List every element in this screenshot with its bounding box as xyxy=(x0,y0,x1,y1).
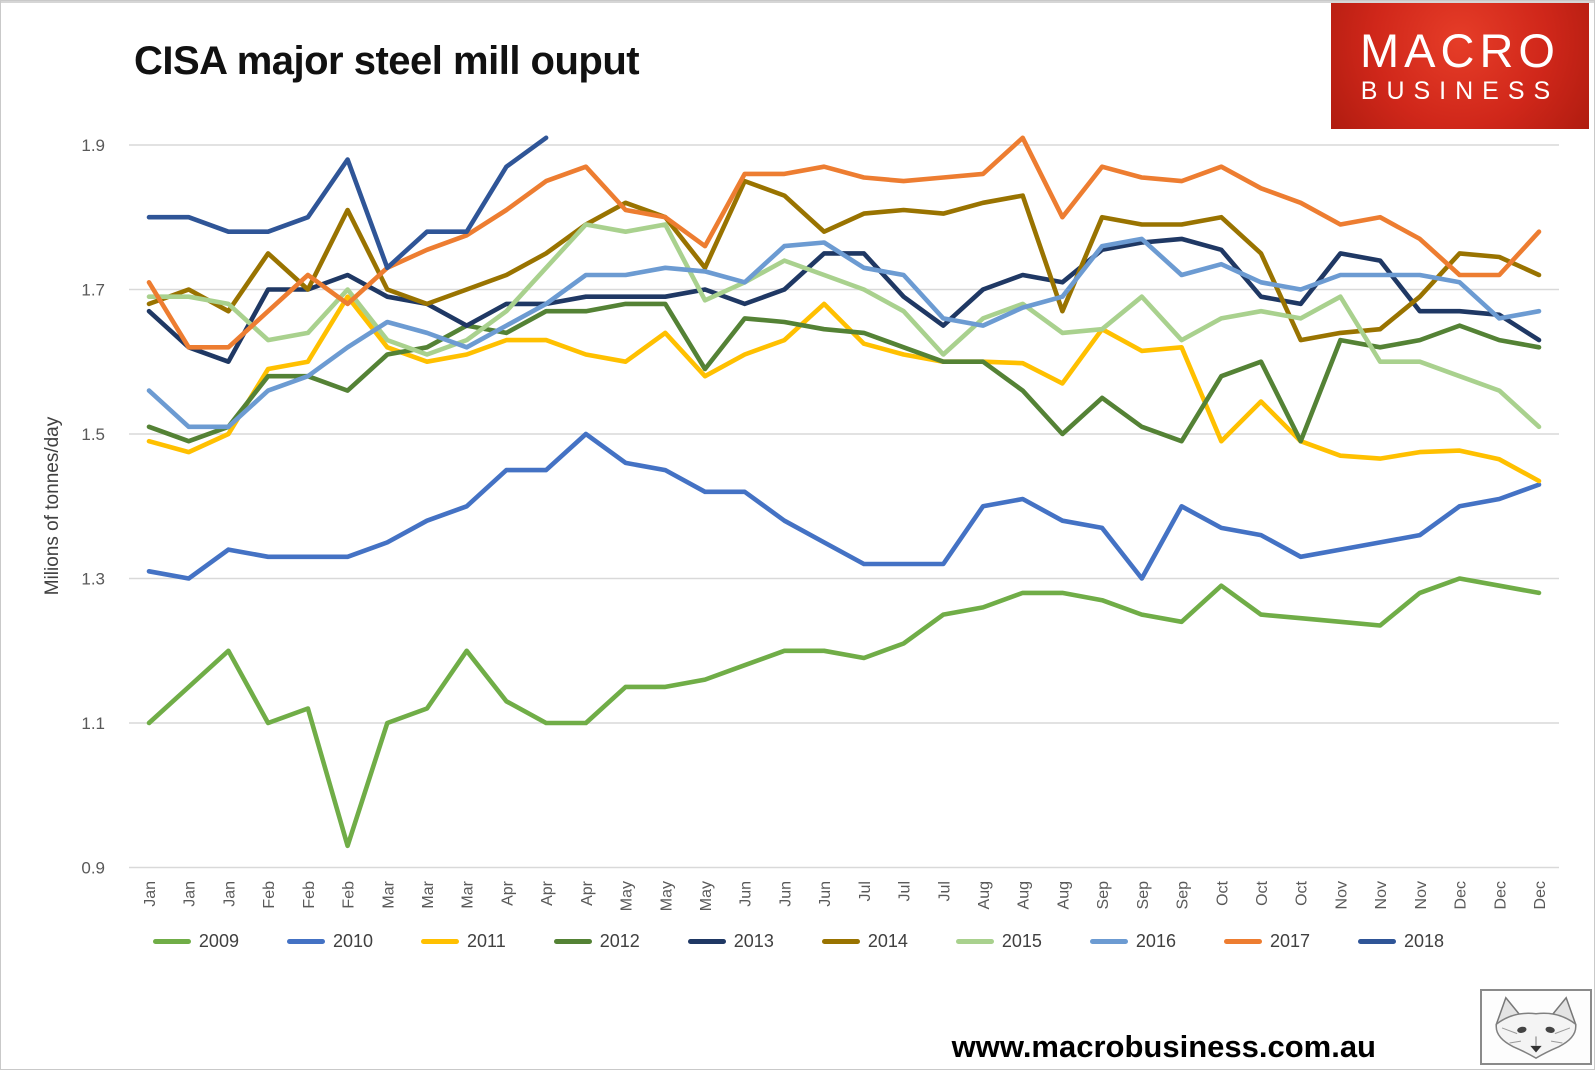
x-tick-label: Jul xyxy=(936,881,953,901)
legend-label-2009: 2009 xyxy=(198,931,239,951)
x-tick-label: Nov xyxy=(1413,881,1430,909)
x-tick-label: Sep xyxy=(1175,881,1192,910)
chart-title: CISA major steel mill ouput xyxy=(134,39,640,83)
x-tick-label: Oct xyxy=(1294,880,1311,905)
x-tick-label: Jan xyxy=(221,881,238,907)
legend-label-2018: 2018 xyxy=(1404,931,1445,951)
series-line-2011 xyxy=(146,294,1542,484)
series-line-2017 xyxy=(146,135,1542,350)
x-tick-label: Apr xyxy=(579,880,596,906)
y-tick-label: 1.3 xyxy=(81,570,105,589)
legend-swatch-2015 xyxy=(955,939,994,944)
legend-item-2015: 2015 xyxy=(955,931,1042,952)
x-tick-label: Jun xyxy=(777,881,794,907)
legend-swatch-2012 xyxy=(553,939,592,944)
legend-swatch-2011 xyxy=(421,939,460,944)
x-tick-label: Jul xyxy=(897,881,914,901)
x-tick-label: Apr xyxy=(499,880,516,906)
x-tick-label: Dec xyxy=(1532,881,1549,909)
legend-item-2017: 2017 xyxy=(1223,931,1311,952)
x-tick-label: May xyxy=(619,881,636,911)
fox-sketch-icon xyxy=(1495,996,1577,1059)
legend-item-2012: 2012 xyxy=(553,931,640,952)
y-tick-label: 1.7 xyxy=(81,281,105,300)
x-tick-label: Feb xyxy=(261,881,278,909)
legend-swatch-2016 xyxy=(1089,939,1128,944)
legend-label-2016: 2016 xyxy=(1135,931,1176,951)
y-axis-label: Milions of tonnes/day xyxy=(42,416,63,595)
x-tick-label: Nov xyxy=(1373,881,1390,909)
x-tick-label: Jun xyxy=(817,881,834,907)
x-tick-label: Feb xyxy=(301,881,318,909)
x-tick-label: Mar xyxy=(420,880,437,908)
x-tick-label: Apr xyxy=(539,880,556,906)
logo-text-business: BUSINESS xyxy=(1360,77,1560,106)
x-tick-label: Mar xyxy=(380,880,397,908)
x-tick-label: Feb xyxy=(341,881,358,909)
x-tick-label: Sep xyxy=(1135,881,1152,910)
legend-item-2011: 2011 xyxy=(421,931,506,952)
x-tick-label: Jul xyxy=(857,881,874,901)
logo-text-macro: MACRO xyxy=(1360,23,1560,77)
legend-item-2014: 2014 xyxy=(821,931,908,952)
legend-item-2016: 2016 xyxy=(1089,931,1176,952)
x-tick-label: Oct xyxy=(1254,880,1271,905)
y-tick-label: 1.5 xyxy=(81,425,105,444)
x-tick-label: May xyxy=(658,881,675,911)
x-tick-label: Jan xyxy=(142,881,159,907)
series-line-2009 xyxy=(146,576,1542,849)
legend-label-2013: 2013 xyxy=(733,931,774,951)
x-tick-label: Aug xyxy=(976,881,993,909)
series-line-2010 xyxy=(146,431,1542,581)
legend-label-2012: 2012 xyxy=(599,931,640,951)
legend-item-2009: 2009 xyxy=(152,931,239,952)
x-tick-label: Jun xyxy=(738,881,755,907)
legend-swatch-2010 xyxy=(286,939,325,944)
series-line-2012 xyxy=(146,301,1542,444)
series-line-2016 xyxy=(146,236,1542,430)
legend-swatch-2018 xyxy=(1358,939,1397,944)
y-tick-label: 1.9 xyxy=(81,136,105,155)
legend-label-2011: 2011 xyxy=(467,931,506,951)
x-tick-label: Sep xyxy=(1095,881,1112,910)
x-tick-label: Jan xyxy=(182,881,199,907)
x-tick-label: Aug xyxy=(1055,881,1072,909)
fox-logo-box xyxy=(1480,989,1592,1065)
legend-label-2017: 2017 xyxy=(1269,931,1311,951)
x-tick-label: Nov xyxy=(1333,881,1350,909)
legend-label-2010: 2010 xyxy=(332,931,374,951)
x-tick-label: Aug xyxy=(1016,881,1033,909)
x-tick-label: May xyxy=(698,881,715,911)
chart-legend: 2009 2010 2011 2012 2013 2014 2015 2016 2017 2018 xyxy=(1,931,1594,952)
series-line-2015 xyxy=(146,222,1542,430)
x-tick-label: Oct xyxy=(1214,880,1231,905)
x-tick-label: Dec xyxy=(1492,881,1509,909)
macrobusiness-logo: MACRO BUSINESS xyxy=(1331,3,1589,129)
legend-swatch-2009 xyxy=(152,939,191,944)
y-tick-label: 1.1 xyxy=(81,714,105,733)
legend-swatch-2017 xyxy=(1223,939,1262,944)
series-line-2018 xyxy=(146,135,549,271)
legend-item-2018: 2018 xyxy=(1358,931,1444,952)
legend-item-2013: 2013 xyxy=(687,931,774,952)
legend-swatch-2014 xyxy=(821,939,860,944)
x-tick-label: Dec xyxy=(1453,881,1470,909)
x-tick-label: Mar xyxy=(460,880,477,908)
series-line-2014 xyxy=(146,178,1542,343)
legend-label-2014: 2014 xyxy=(867,931,908,951)
legend-label-2015: 2015 xyxy=(1001,931,1042,951)
legend-item-2010: 2010 xyxy=(286,931,374,952)
legend-swatch-2013 xyxy=(687,939,726,944)
website-url: www.macrobusiness.com.au xyxy=(951,1029,1376,1064)
y-tick-label: 0.9 xyxy=(81,859,105,878)
